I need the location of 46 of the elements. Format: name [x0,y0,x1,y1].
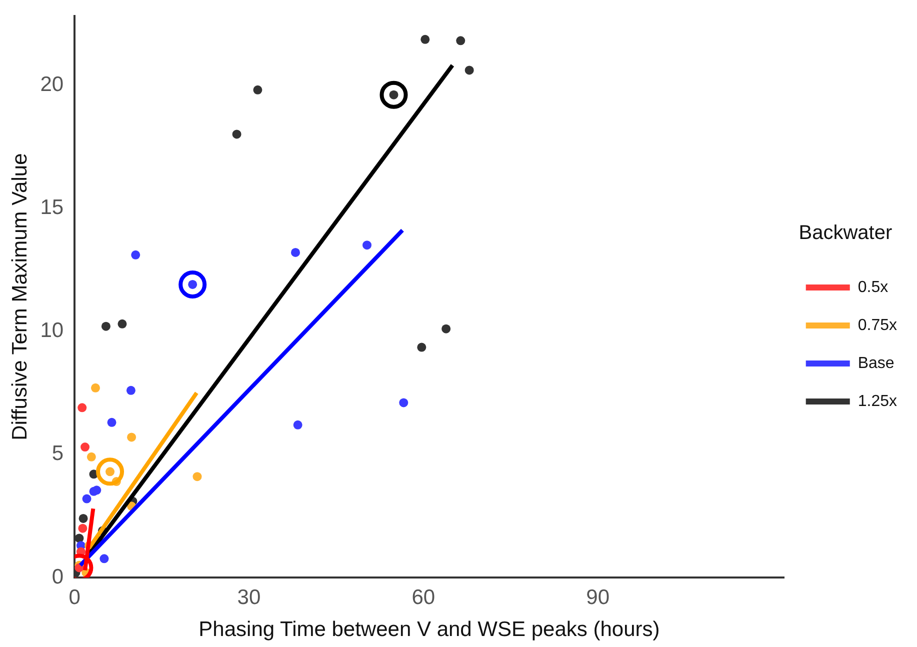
point [456,36,466,46]
point [420,34,430,44]
y-tick-label: 10 [40,319,64,342]
point [293,420,302,430]
legend-label: 0.75x [858,316,897,334]
x-tick-label: 60 [412,586,436,609]
legend-label: 0.5x [858,278,888,296]
point [78,514,88,523]
point [464,66,474,75]
x-tick-label: 90 [586,586,610,609]
y-axis-title: Diffusive Term Maximum Value [8,153,32,440]
point [178,270,207,298]
point [78,524,88,533]
y-tick-label: 15 [40,196,64,219]
point [417,342,426,352]
point [380,80,408,109]
x-axis-title: Phasing Time between V and WSE peaks (hours) [198,618,660,642]
legend-label: 1.25x [858,392,897,410]
point [74,534,84,543]
point [126,386,136,395]
point [399,398,408,408]
y-tick-label: 5 [52,442,64,466]
point [118,319,127,328]
x-tick-label: 30 [237,586,261,609]
point [80,442,90,452]
point [96,458,124,486]
point [131,250,140,260]
legend-title: Backwater [798,222,892,244]
y-tick-label: 20 [40,72,64,96]
point [82,494,92,504]
point [192,472,202,482]
point [78,403,87,412]
y-tick-label: 0 [52,565,64,588]
legend-label: Base [858,354,894,372]
point [101,322,110,331]
point [253,85,262,94]
point [127,432,136,442]
point [442,324,451,334]
point [362,240,372,250]
x-tick-label: 0 [68,586,80,609]
point [100,554,109,564]
point [86,452,96,462]
point [232,130,242,139]
point [90,383,100,392]
point [107,418,116,427]
point [290,248,300,257]
